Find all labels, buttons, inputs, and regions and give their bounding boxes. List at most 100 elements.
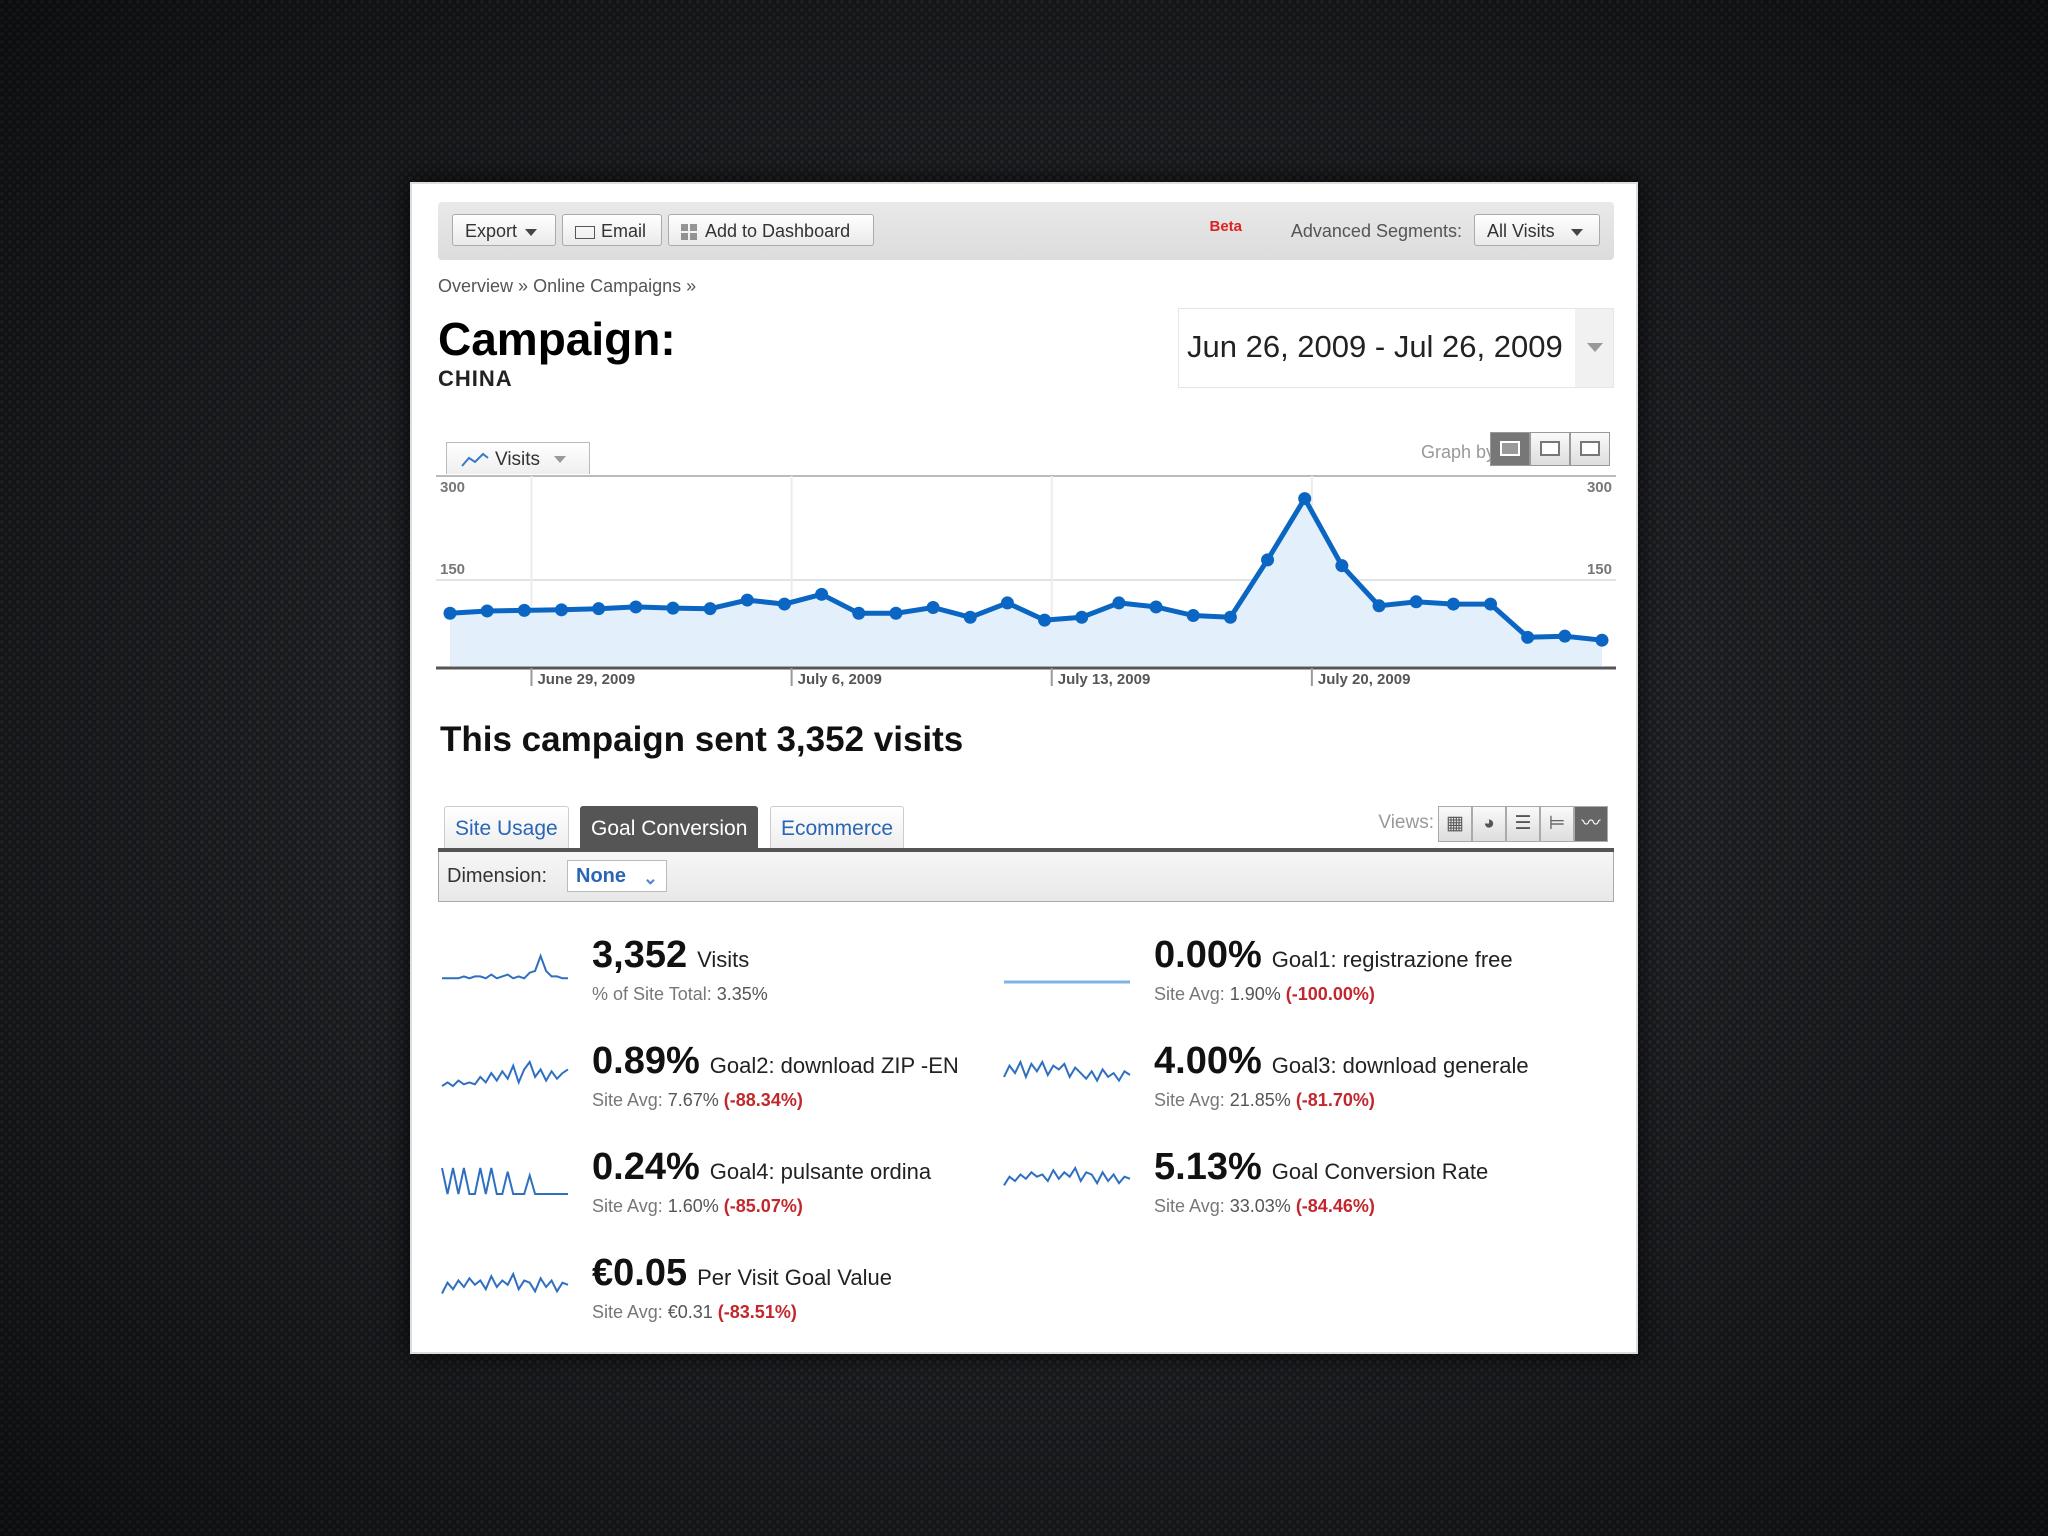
graph-by-day-button[interactable]	[1490, 432, 1530, 466]
breadcrumb-overview[interactable]: Overview	[438, 276, 514, 296]
campaign-name: CHINA	[438, 366, 513, 391]
comparison-change: (-88.34%)	[723, 1090, 803, 1110]
metric-value: 0.24%	[592, 1146, 700, 1188]
y-tick-label-right: 300	[1587, 479, 1612, 496]
month-view-icon	[1580, 441, 1600, 456]
x-tick-label: July 13, 2009	[1058, 671, 1151, 688]
pie-view-button[interactable]: ◕	[1472, 806, 1506, 842]
comparison-value: 21.85%	[1229, 1090, 1291, 1110]
graph-metric-select[interactable]: Visits	[446, 442, 590, 476]
metric-name: Goal Conversion Rate	[1271, 1159, 1489, 1184]
chevron-down-icon	[525, 228, 538, 236]
metric-name: Visits	[697, 947, 750, 972]
trend-line-icon: 〰	[1581, 813, 1601, 834]
metric-name: Goal4: pulsante ordina	[709, 1159, 932, 1184]
metric-goal4: 0.24% Goal4: pulsante ordina Site Avg: 1.6…	[440, 1146, 1000, 1236]
data-point	[666, 601, 680, 615]
data-point	[1484, 597, 1498, 611]
dimension-value: None	[576, 865, 626, 887]
sparkline[interactable]	[440, 1270, 570, 1304]
metric-comparison: % of Site Total: 3.35%	[592, 984, 768, 1005]
tab-divider	[438, 848, 1614, 852]
sparkline[interactable]	[440, 1164, 570, 1198]
breadcrumb-online-campaigns[interactable]: Online Campaigns	[533, 276, 682, 296]
table-view-button[interactable]: ▦	[1438, 806, 1472, 842]
data-point	[815, 587, 829, 601]
sparkline[interactable]	[1002, 1164, 1132, 1198]
metric-comparison: Site Avg: 7.67% (-88.34%)	[592, 1090, 803, 1111]
metric-value: €0.05	[592, 1252, 688, 1294]
week-view-icon	[1540, 441, 1560, 456]
graph-by-month-button[interactable]	[1570, 432, 1610, 466]
data-point	[480, 604, 494, 618]
data-point	[1186, 609, 1200, 623]
campaign-summary: This campaign sent 3,352 visits	[440, 720, 964, 759]
chevron-down-icon[interactable]	[1575, 309, 1613, 387]
bar-view-button[interactable]: ☰	[1506, 806, 1540, 842]
tab-label: Ecommerce	[781, 817, 894, 840]
metric-goal3: 4.00% Goal3: download generale Site Avg: 2…	[1002, 1040, 1562, 1130]
envelope-icon	[575, 225, 595, 239]
y-tick-label-left: 300	[440, 479, 465, 496]
data-point	[1521, 630, 1535, 644]
data-point	[1335, 559, 1349, 573]
trend-view-button[interactable]: 〰	[1574, 806, 1608, 842]
data-point	[1409, 595, 1423, 609]
export-button[interactable]: Export	[452, 214, 556, 246]
advanced-segments-label: Advanced Segments:	[1290, 221, 1462, 241]
metric-value-line: 4.00% Goal3: download generale	[1154, 1040, 1529, 1083]
line-chart-icon	[461, 452, 489, 467]
comparison-label: Site Avg:	[592, 1090, 663, 1110]
email-button[interactable]: Email	[562, 214, 662, 246]
comparison-change: (-83.51%)	[717, 1302, 797, 1322]
data-point	[963, 610, 977, 624]
dimension-select[interactable]: None ⌄	[567, 860, 667, 892]
data-point	[1298, 492, 1312, 506]
data-point	[554, 603, 568, 617]
date-range-picker[interactable]: Jun 26, 2009 - Jul 26, 2009	[1178, 308, 1614, 388]
chevron-down-icon	[1570, 228, 1583, 236]
metric-name: Per Visit Goal Value	[697, 1265, 892, 1290]
tab-site-usage[interactable]: Site Usage	[444, 806, 569, 850]
metric-value: 0.89%	[592, 1040, 700, 1082]
data-point	[1372, 599, 1386, 613]
data-point	[777, 597, 791, 611]
sparkline[interactable]	[440, 1058, 570, 1092]
tab-ecommerce[interactable]: Ecommerce	[770, 806, 905, 850]
data-point	[629, 600, 643, 614]
x-tick-label: June 29, 2009	[537, 671, 635, 688]
pie-chart-icon: ◕	[1483, 813, 1495, 834]
data-point	[1558, 629, 1572, 643]
comparison-label: Site Avg:	[1154, 1196, 1225, 1216]
dashboard-label: Add to Dashboard	[705, 221, 851, 241]
sparkline[interactable]	[440, 952, 570, 986]
segments-select[interactable]: All Visits	[1474, 214, 1600, 246]
double-chevron-down-icon: ⌄	[642, 868, 658, 888]
metric-comparison: Site Avg: 1.90% (-100.00%)	[1154, 984, 1375, 1005]
data-point	[1075, 610, 1089, 624]
metric-value: 4.00%	[1154, 1040, 1262, 1082]
add-to-dashboard-button[interactable]: Add to Dashboard	[668, 214, 874, 246]
comparison-value: 7.67%	[667, 1090, 719, 1110]
data-point	[1112, 596, 1126, 610]
metric-goal1: 0.00% Goal1: registrazione free Site Avg: …	[1002, 934, 1562, 1024]
sparkline-path	[441, 1167, 568, 1195]
comparison-value: 1.60%	[667, 1196, 719, 1216]
comparison-view-button[interactable]: ⊨	[1540, 806, 1574, 842]
chart-labels: 300 300 150 150 June 29, 2009 July 6, 2009 Jul…	[440, 479, 1612, 688]
sparkline[interactable]	[1002, 952, 1132, 986]
metric-name: Goal3: download generale	[1271, 1053, 1529, 1078]
visits-line-chart: 300 300 150 150 June 29, 2009 July 6, 2009 Jul…	[436, 474, 1616, 688]
comparison-label: % of Site Total:	[592, 984, 712, 1004]
comparison-label: Site Avg:	[1154, 1090, 1225, 1110]
metric-goal2: 0.89% Goal2: download ZIP -EN Site Avg: 7.…	[440, 1040, 1000, 1130]
tab-goal-conversion[interactable]: Goal Conversion	[580, 806, 759, 850]
metric-value-line: €0.05 Per Visit Goal Value	[592, 1252, 892, 1295]
comparison-value: 33.03%	[1229, 1196, 1291, 1216]
graph-by-week-button[interactable]	[1530, 432, 1570, 466]
data-point	[1446, 597, 1460, 611]
sparkline[interactable]	[1002, 1058, 1132, 1092]
metric-comparison: Site Avg: 1.60% (-85.07%)	[592, 1196, 803, 1217]
data-point	[703, 602, 717, 616]
y-tick-label-right: 150	[1587, 561, 1612, 578]
